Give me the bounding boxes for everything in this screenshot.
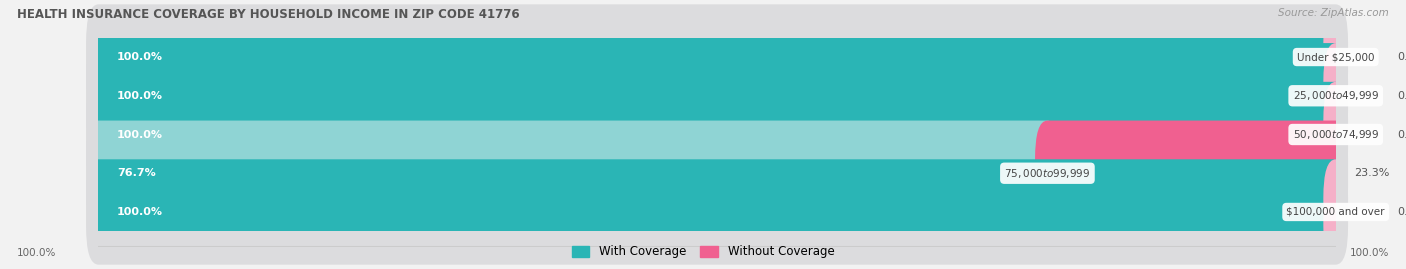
FancyBboxPatch shape bbox=[1035, 121, 1348, 226]
FancyBboxPatch shape bbox=[86, 4, 1348, 110]
FancyBboxPatch shape bbox=[1323, 159, 1392, 265]
Legend: With Coverage, Without Coverage: With Coverage, Without Coverage bbox=[567, 241, 839, 263]
FancyBboxPatch shape bbox=[86, 82, 1348, 187]
Text: 100.0%: 100.0% bbox=[117, 207, 163, 217]
FancyBboxPatch shape bbox=[86, 159, 1348, 265]
FancyBboxPatch shape bbox=[86, 4, 1348, 110]
FancyBboxPatch shape bbox=[86, 43, 1348, 148]
Text: 0.0%: 0.0% bbox=[1398, 52, 1406, 62]
FancyBboxPatch shape bbox=[86, 121, 1060, 226]
Text: $75,000 to $99,999: $75,000 to $99,999 bbox=[1004, 167, 1091, 180]
Text: $100,000 and over: $100,000 and over bbox=[1286, 207, 1385, 217]
Text: 100.0%: 100.0% bbox=[117, 129, 163, 140]
Text: 100.0%: 100.0% bbox=[17, 248, 56, 258]
FancyBboxPatch shape bbox=[86, 121, 1348, 226]
Text: Under $25,000: Under $25,000 bbox=[1296, 52, 1375, 62]
FancyBboxPatch shape bbox=[86, 159, 1348, 265]
Text: $50,000 to $74,999: $50,000 to $74,999 bbox=[1292, 128, 1379, 141]
FancyBboxPatch shape bbox=[1323, 82, 1392, 187]
FancyBboxPatch shape bbox=[86, 82, 1348, 187]
Text: $25,000 to $49,999: $25,000 to $49,999 bbox=[1292, 89, 1379, 102]
Text: 76.7%: 76.7% bbox=[117, 168, 156, 178]
FancyBboxPatch shape bbox=[86, 43, 1348, 148]
FancyBboxPatch shape bbox=[1323, 4, 1392, 110]
Text: HEALTH INSURANCE COVERAGE BY HOUSEHOLD INCOME IN ZIP CODE 41776: HEALTH INSURANCE COVERAGE BY HOUSEHOLD I… bbox=[17, 8, 519, 21]
Text: 100.0%: 100.0% bbox=[117, 91, 163, 101]
Text: 23.3%: 23.3% bbox=[1354, 168, 1389, 178]
Text: 100.0%: 100.0% bbox=[117, 52, 163, 62]
Text: 0.0%: 0.0% bbox=[1398, 207, 1406, 217]
FancyBboxPatch shape bbox=[1323, 43, 1392, 148]
Text: 0.0%: 0.0% bbox=[1398, 91, 1406, 101]
Text: Source: ZipAtlas.com: Source: ZipAtlas.com bbox=[1278, 8, 1389, 18]
Text: 0.0%: 0.0% bbox=[1398, 129, 1406, 140]
Text: 100.0%: 100.0% bbox=[1350, 248, 1389, 258]
